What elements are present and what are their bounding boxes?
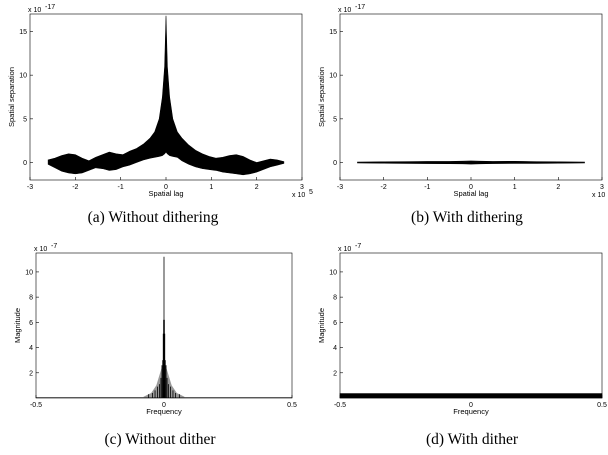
subfigure-caption: (c) Without dither	[104, 431, 216, 448]
y-exponent-base: x 10	[338, 7, 351, 14]
x-tick-label: 2	[255, 184, 259, 191]
series-band-1	[357, 160, 585, 165]
y-tick-label: 10	[19, 73, 27, 80]
y-tick-label: 10	[25, 269, 33, 276]
y-tick-label: 5	[333, 116, 337, 123]
y-axis-label: Magnitude	[317, 308, 326, 343]
y-tick-label: 6	[333, 320, 337, 327]
x-tick-label: 0	[469, 184, 473, 191]
x-tick-label: 3	[300, 184, 304, 191]
x-axis-label: Spatial lag	[148, 189, 183, 198]
x-exponent-base: x 10	[292, 192, 305, 199]
y-tick-label: 15	[19, 29, 27, 36]
x-axis-label: Frequency	[453, 407, 489, 416]
x-tick-label: 0.5	[287, 402, 297, 409]
y-exponent-power: -7	[355, 243, 361, 250]
y-tick-label: 2	[333, 370, 337, 377]
y-tick-label: 4	[29, 345, 33, 352]
x-tick-label: 2	[556, 184, 560, 191]
chart-panel-3: -0.5 0 0.5 2 4 6 8 10 Frequency Magnitude x 10 -7 (c…	[13, 243, 297, 448]
x-tick-label: -0.5	[30, 402, 42, 409]
x-tick-label: 0	[164, 184, 168, 191]
x-exponent-base: x 10	[592, 192, 605, 199]
x-tick-label: 0.5	[597, 402, 607, 409]
x-tick-label: 1	[209, 184, 213, 191]
x-tick-label: 3	[600, 184, 604, 191]
subfigure-caption: (b) With dithering	[411, 209, 523, 226]
y-exponent-power: -17	[45, 4, 55, 11]
y-exponent-base: x 10	[28, 7, 41, 14]
y-tick-label: 8	[333, 295, 337, 302]
y-tick-label: 4	[333, 345, 337, 352]
subfigure-caption: (a) Without dithering	[88, 209, 219, 226]
y-tick-label: 6	[29, 320, 33, 327]
y-tick-label: 0	[333, 160, 337, 167]
x-tick-label: -2	[72, 184, 78, 191]
x-axis-label: Frequency	[146, 407, 182, 416]
y-axis-label: Spatial separation	[7, 67, 16, 127]
y-axis-label: Spatial separation	[317, 67, 326, 127]
x-axis-label: Spatial lag	[453, 189, 488, 198]
y-tick-label: 2	[29, 370, 33, 377]
x-tick-label: -1	[118, 184, 124, 191]
y-tick-label: 10	[329, 269, 337, 276]
plot-frame	[339, 13, 603, 181]
x-tick-label: -3	[337, 184, 343, 191]
y-tick-label: 10	[329, 73, 337, 80]
x-tick-label: 0	[469, 402, 473, 409]
y-exponent-base: x 10	[338, 246, 351, 253]
chart-panel-4: -0.5 0 0.5 2 4 6 8 10 Frequency Magnitude x 10 -7 (d…	[317, 243, 607, 448]
series-band-1	[47, 15, 285, 176]
x-tick-label: -1	[424, 184, 430, 191]
y-tick-label: 15	[329, 29, 337, 36]
x-exponent-power: 5	[309, 189, 313, 196]
chart-panel-2: -3 -2 -1 0 1 2 3 0 5 10 15 Spatial lag Spatial separ…	[317, 4, 605, 226]
x-tick-label: 0	[162, 402, 166, 409]
y-exponent-power: -17	[355, 4, 365, 11]
plot-frame	[339, 252, 603, 399]
x-tick-label: -0.5	[334, 402, 346, 409]
x-tick-label: 1	[513, 184, 517, 191]
y-exponent-power: -7	[51, 243, 57, 250]
chart-panel-1: -3 -2 -1 0 1 2 3 0 5 10 15 Spatial lag Spatial separ…	[7, 4, 313, 226]
y-exponent-base: x 10	[34, 246, 47, 253]
y-tick-label: 8	[29, 295, 33, 302]
x-tick-label: -2	[381, 184, 387, 191]
x-tick-label: -3	[27, 184, 33, 191]
y-tick-label: 0	[23, 160, 27, 167]
y-axis-label: Magnitude	[13, 308, 22, 343]
y-tick-label: 5	[23, 116, 27, 123]
subfigure-caption: (d) With dither	[426, 431, 519, 448]
